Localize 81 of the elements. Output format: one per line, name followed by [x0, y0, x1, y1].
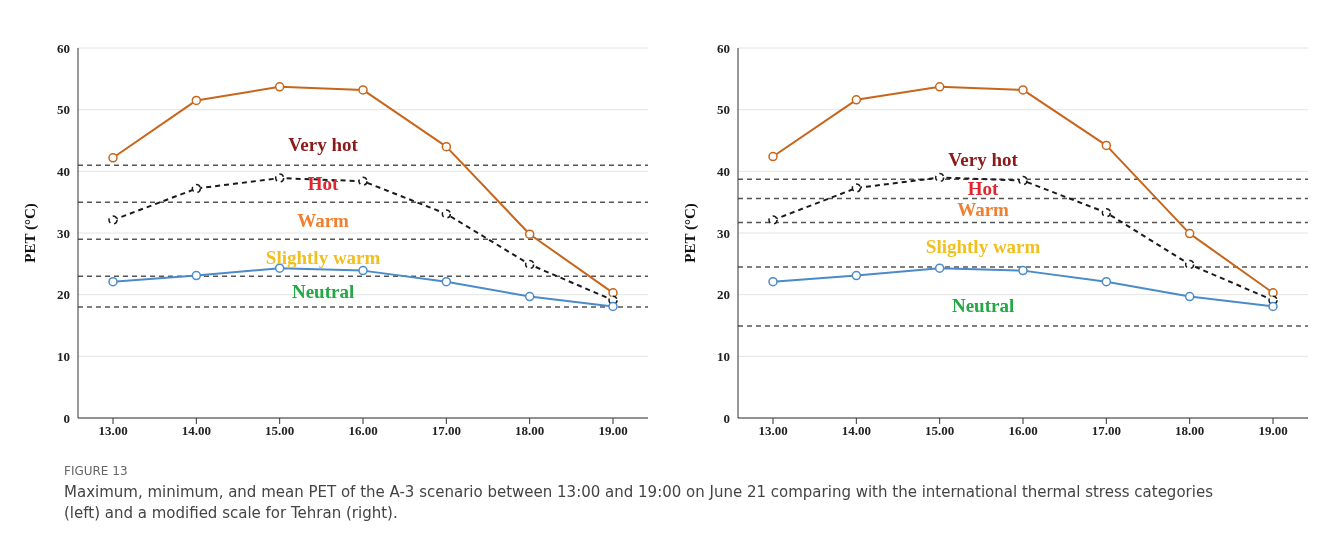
point: [934, 82, 945, 92]
annotation: Slightly warm: [264, 246, 382, 269]
y-tick-label: 40: [57, 163, 70, 179]
point: [1268, 288, 1278, 298]
x-tick-label: 17.00: [431, 423, 461, 439]
point: [1184, 228, 1195, 239]
y-tick-label: 50: [57, 102, 70, 118]
y-tick-label: 30: [57, 225, 70, 241]
y-axis-title: PET (°C): [682, 203, 700, 263]
x-tick-label: 14.00: [181, 423, 211, 439]
point: [1101, 207, 1112, 218]
point: [274, 173, 285, 183]
point: [524, 259, 535, 270]
annotation: Neutral: [290, 280, 356, 303]
point: [1184, 259, 1195, 270]
y-tick-label: 50: [717, 102, 730, 118]
point: [441, 209, 452, 219]
point: [851, 183, 862, 193]
y-tick-label: 20: [57, 287, 70, 303]
point: [108, 215, 118, 225]
point: [1268, 301, 1278, 312]
x-tick-label: 19.00: [1258, 423, 1288, 439]
x-tick-label: 17.00: [1091, 423, 1121, 439]
point: [358, 265, 368, 276]
annotation: Very hot: [947, 148, 1019, 171]
point: [934, 263, 945, 273]
annotation: Warm: [956, 199, 1010, 222]
y-tick-label: 20: [717, 287, 730, 303]
point: [608, 301, 618, 312]
point: [934, 172, 945, 183]
point: [358, 176, 368, 186]
point: [274, 82, 285, 92]
point: [108, 276, 118, 287]
annotation: Neutral: [950, 295, 1016, 318]
point: [1018, 175, 1028, 186]
y-tick-label: 30: [717, 225, 730, 241]
x-tick-label: 13.00: [758, 423, 788, 439]
point: [768, 215, 778, 225]
y-axis-title: PET (°C): [22, 203, 40, 263]
point: [1018, 265, 1028, 276]
point: [851, 270, 862, 281]
point: [441, 141, 452, 152]
point: [768, 276, 778, 287]
point: [191, 183, 202, 194]
point: [851, 95, 862, 105]
x-tick-label: 18.00: [515, 423, 545, 439]
point: [1101, 140, 1112, 151]
point: [358, 85, 368, 95]
x-tick-label: 15.00: [925, 423, 955, 439]
x-tick-label: 19.00: [598, 423, 628, 439]
annotation: Slightly warm: [924, 236, 1042, 259]
annotation: Hot: [306, 172, 340, 195]
x-tick-label: 18.00: [1175, 423, 1205, 439]
x-tick-label: 14.00: [841, 423, 871, 439]
point: [608, 288, 618, 298]
point: [441, 276, 452, 287]
annotation: Warm: [296, 209, 350, 232]
y-tick-label: 0: [723, 410, 730, 426]
y-tick-label: 40: [717, 163, 730, 179]
point: [191, 270, 202, 281]
y-tick-label: 60: [57, 40, 70, 56]
annotation: Very hot: [287, 134, 359, 157]
text: Maximum, minimum, and mean PET of the A-3 scenario between 13:00 and 19:00 on June 21 comparing with the international thermal stress categories (left) and a modified scale for Tehran (right).: [64, 482, 1214, 524]
point: [1018, 85, 1028, 95]
y-tick-label: 10: [717, 348, 730, 364]
point: [1101, 276, 1112, 287]
y-tick-label: 60: [717, 40, 730, 56]
caption: FIGURE 13: [64, 464, 129, 478]
y-tick-label: 0: [63, 410, 70, 426]
point: [524, 229, 535, 239]
point: [768, 151, 778, 162]
x-tick-label: 16.00: [1008, 423, 1038, 439]
annotation: Hot: [966, 177, 1000, 200]
y-tick-label: 10: [57, 348, 70, 364]
point: [191, 95, 202, 106]
x-tick-label: 16.00: [348, 423, 378, 439]
point: [1184, 291, 1195, 302]
point: [524, 291, 535, 302]
point: [108, 153, 118, 163]
x-tick-label: 15.00: [265, 423, 295, 439]
x-tick-label: 13.00: [98, 423, 128, 439]
